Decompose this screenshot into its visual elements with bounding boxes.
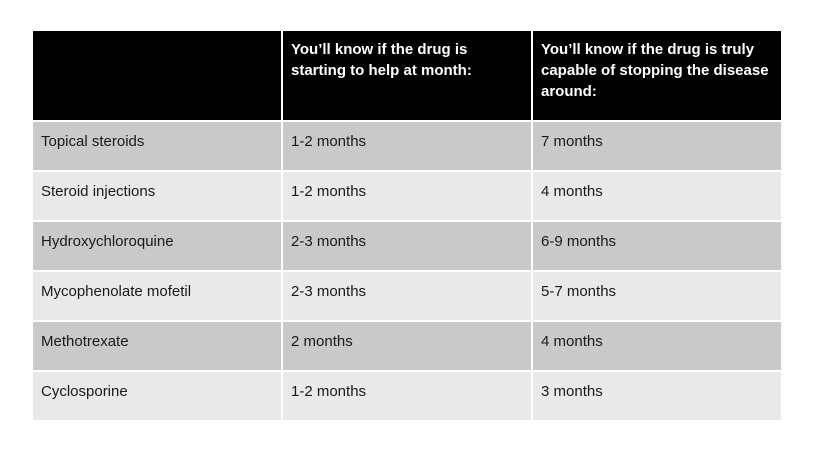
table-header: You’ll know if the drug is starting to h…: [31, 29, 783, 122]
cell-start-helping: 1-2 months: [281, 370, 533, 422]
table-row: Steroid injections 1-2 months 4 months: [31, 170, 783, 222]
table-row: Cyclosporine 1-2 months 3 months: [31, 370, 783, 422]
header-cell-start-helping: You’ll know if the drug is starting to h…: [281, 29, 533, 122]
header-row: You’ll know if the drug is starting to h…: [31, 29, 783, 122]
cell-stop-disease: 4 months: [531, 170, 783, 222]
table-body: Topical steroids 1-2 months 7 months Ste…: [31, 120, 783, 422]
cell-start-helping: 2 months: [281, 320, 533, 372]
cell-stop-disease: 7 months: [531, 120, 783, 172]
cell-stop-disease: 3 months: [531, 370, 783, 422]
header-cell-drug-name: [31, 29, 283, 122]
cell-drug-name: Mycophenolate mofetil: [31, 270, 283, 322]
cell-drug-name: Topical steroids: [31, 120, 283, 172]
drug-response-timeline-table: You’ll know if the drug is starting to h…: [31, 29, 783, 422]
table-row: Topical steroids 1-2 months 7 months: [31, 120, 783, 172]
cell-start-helping: 1-2 months: [281, 120, 533, 172]
table-row: Methotrexate 2 months 4 months: [31, 320, 783, 372]
cell-start-helping: 2-3 months: [281, 270, 533, 322]
cell-drug-name: Methotrexate: [31, 320, 283, 372]
cell-drug-name: Steroid injections: [31, 170, 283, 222]
table-row: Mycophenolate mofetil 2-3 months 5-7 mon…: [31, 270, 783, 322]
cell-drug-name: Hydroxychloroquine: [31, 220, 283, 272]
cell-start-helping: 2-3 months: [281, 220, 533, 272]
table-row: Hydroxychloroquine 2-3 months 6-9 months: [31, 220, 783, 272]
cell-drug-name: Cyclosporine: [31, 370, 283, 422]
cell-stop-disease: 6-9 months: [531, 220, 783, 272]
cell-start-helping: 1-2 months: [281, 170, 533, 222]
cell-stop-disease: 5-7 months: [531, 270, 783, 322]
cell-stop-disease: 4 months: [531, 320, 783, 372]
header-cell-stop-disease: You’ll know if the drug is truly capable…: [531, 29, 783, 122]
